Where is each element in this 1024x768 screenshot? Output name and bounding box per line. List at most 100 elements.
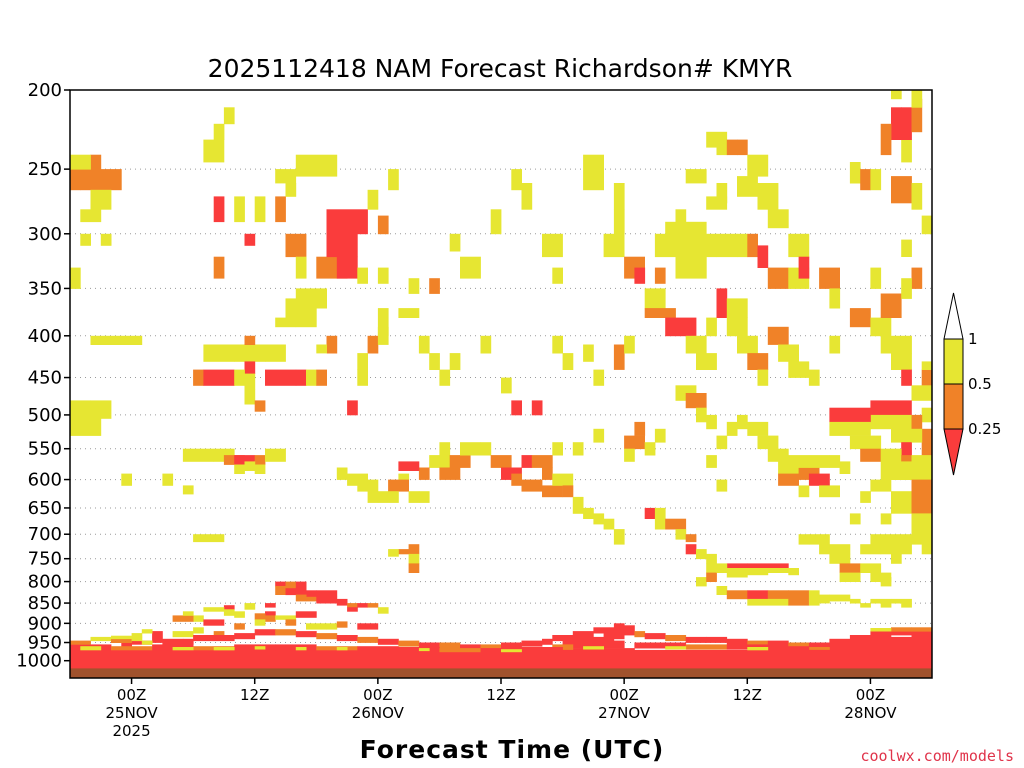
heatmap-cell-orange (747, 353, 769, 370)
heatmap-cell-red (849, 640, 933, 645)
heatmap-cell-yellow (911, 513, 933, 530)
heatmap-cell-yellow (234, 369, 245, 386)
heatmap-cell-red (542, 638, 553, 645)
heatmap-cell-yellow (829, 288, 841, 309)
heatmap-cell-red (706, 636, 728, 643)
heatmap-cell-orange (644, 308, 676, 318)
heatmap-cell-yellow (685, 335, 707, 354)
heatmap-cell-red (336, 256, 358, 279)
heatmap-cell-orange (70, 640, 91, 645)
heatmap-cell-yellow (891, 553, 902, 564)
heatmap-cell-yellow (583, 646, 604, 650)
heatmap-cell-red (624, 625, 635, 636)
heatmap-cell-red (870, 400, 912, 416)
heatmap-cell-red (244, 233, 256, 246)
heatmap-cell-yellow (860, 491, 871, 503)
heatmap-cell-yellow (408, 553, 420, 564)
heatmap-cell-yellow (285, 183, 297, 197)
heatmap-cell-yellow (223, 107, 235, 125)
heatmap-cell-red (285, 588, 297, 596)
heatmap-cell-orange (111, 646, 153, 651)
heatmap-cell-orange (685, 534, 697, 543)
heatmap-cell-yellow (808, 534, 830, 545)
heatmap-cell-yellow (726, 317, 748, 337)
heatmap-cell-red (326, 233, 358, 258)
heatmap-cell-yellow (737, 335, 758, 354)
heatmap-cell-yellow (880, 335, 912, 354)
heatmap-cell-yellow (654, 233, 717, 258)
heatmap-cell-orange (521, 479, 543, 492)
heatmap-cell-yellow (921, 407, 933, 423)
heatmap-cell-yellow (244, 373, 256, 390)
heatmap-cell-orange (788, 598, 810, 606)
heatmap-cell-yellow (357, 267, 368, 284)
y-tick-label: 250 (28, 159, 62, 180)
heatmap-cell-yellow (716, 233, 738, 258)
ground-surface (70, 668, 932, 678)
heatmap-cell-red (808, 642, 830, 648)
heatmap-cell-orange (767, 267, 789, 289)
heatmap-cell-red (757, 245, 769, 268)
heatmap-cell-yellow (788, 455, 810, 468)
heatmap-cell-orange (921, 428, 933, 456)
heatmap-cell-yellow (788, 361, 810, 378)
heatmap-cell-yellow (808, 455, 830, 468)
heatmap-cell-yellow (726, 421, 738, 436)
y-tick-label: 600 (28, 470, 62, 491)
heatmap-cell-yellow (870, 317, 892, 337)
heatmap-cell-orange (439, 467, 461, 480)
heatmap-cell-yellow (501, 377, 512, 394)
heatmap-cell-red (808, 473, 830, 486)
heatmap-cell-red (70, 660, 933, 669)
heatmap-cell-orange (316, 369, 327, 386)
heatmap-cell-orange (911, 627, 933, 632)
heatmap-cell-red (901, 107, 912, 140)
y-tick-label: 850 (28, 593, 62, 614)
heatmap-cell-orange (357, 636, 379, 643)
heatmap-cell-yellow (501, 649, 522, 653)
heatmap-cell-yellow (870, 598, 892, 604)
heatmap-cell-orange (685, 644, 728, 650)
heatmap-cell-yellow (593, 513, 605, 525)
heatmap-cell-red (891, 107, 902, 140)
heatmap-cell-yellow (182, 485, 194, 495)
y-tick-label: 1000 (16, 651, 62, 672)
heatmap-cell-orange (788, 590, 810, 600)
heatmap-cell-orange (90, 154, 102, 170)
heatmap-cell-red (891, 629, 912, 636)
heatmap-cell-yellow (706, 455, 717, 468)
heatmap-cell-yellow (275, 169, 297, 184)
heatmap-cell-yellow (849, 162, 861, 184)
legend-swatch (943, 383, 964, 430)
heatmap-cell-yellow (901, 239, 912, 257)
heatmap-cell-red (295, 631, 317, 638)
heatmap-cell-orange (285, 581, 297, 589)
heatmap-cell-orange (624, 435, 645, 450)
heatmap-cell-red (613, 629, 625, 636)
heatmap-cell-yellow (90, 189, 112, 210)
heatmap-cell-yellow (870, 534, 882, 545)
heatmap-cell-red (357, 646, 399, 651)
heatmap-cell-orange (706, 572, 717, 582)
y-tick-label: 700 (28, 524, 62, 545)
heatmap-cell-yellow (654, 507, 666, 519)
heatmap-cell-orange (388, 479, 409, 492)
heatmap-cell-orange (911, 479, 933, 514)
heatmap-cell-yellow (696, 577, 707, 587)
heatmap-cell-yellow (295, 154, 338, 177)
heatmap-cell-red (265, 611, 276, 616)
heatmap-cell-yellow (737, 414, 748, 430)
heatmap-cell-red (213, 635, 235, 642)
heatmap-cell-yellow (716, 586, 728, 595)
heatmap-cell-red (347, 400, 358, 416)
heatmap-cell-orange (254, 613, 266, 620)
heatmap-cell-orange (849, 308, 871, 328)
heatmap-cell-yellow (829, 421, 871, 436)
heatmap-cell-yellow (624, 335, 635, 354)
heatmap-cell-red (336, 598, 348, 606)
heatmap-cell-yellow (870, 169, 882, 191)
heatmap-cell-yellow (911, 385, 933, 401)
heatmap-cell-yellow (244, 389, 256, 405)
heatmap-cell-orange (891, 627, 912, 632)
heatmap-cell-orange (70, 169, 81, 191)
